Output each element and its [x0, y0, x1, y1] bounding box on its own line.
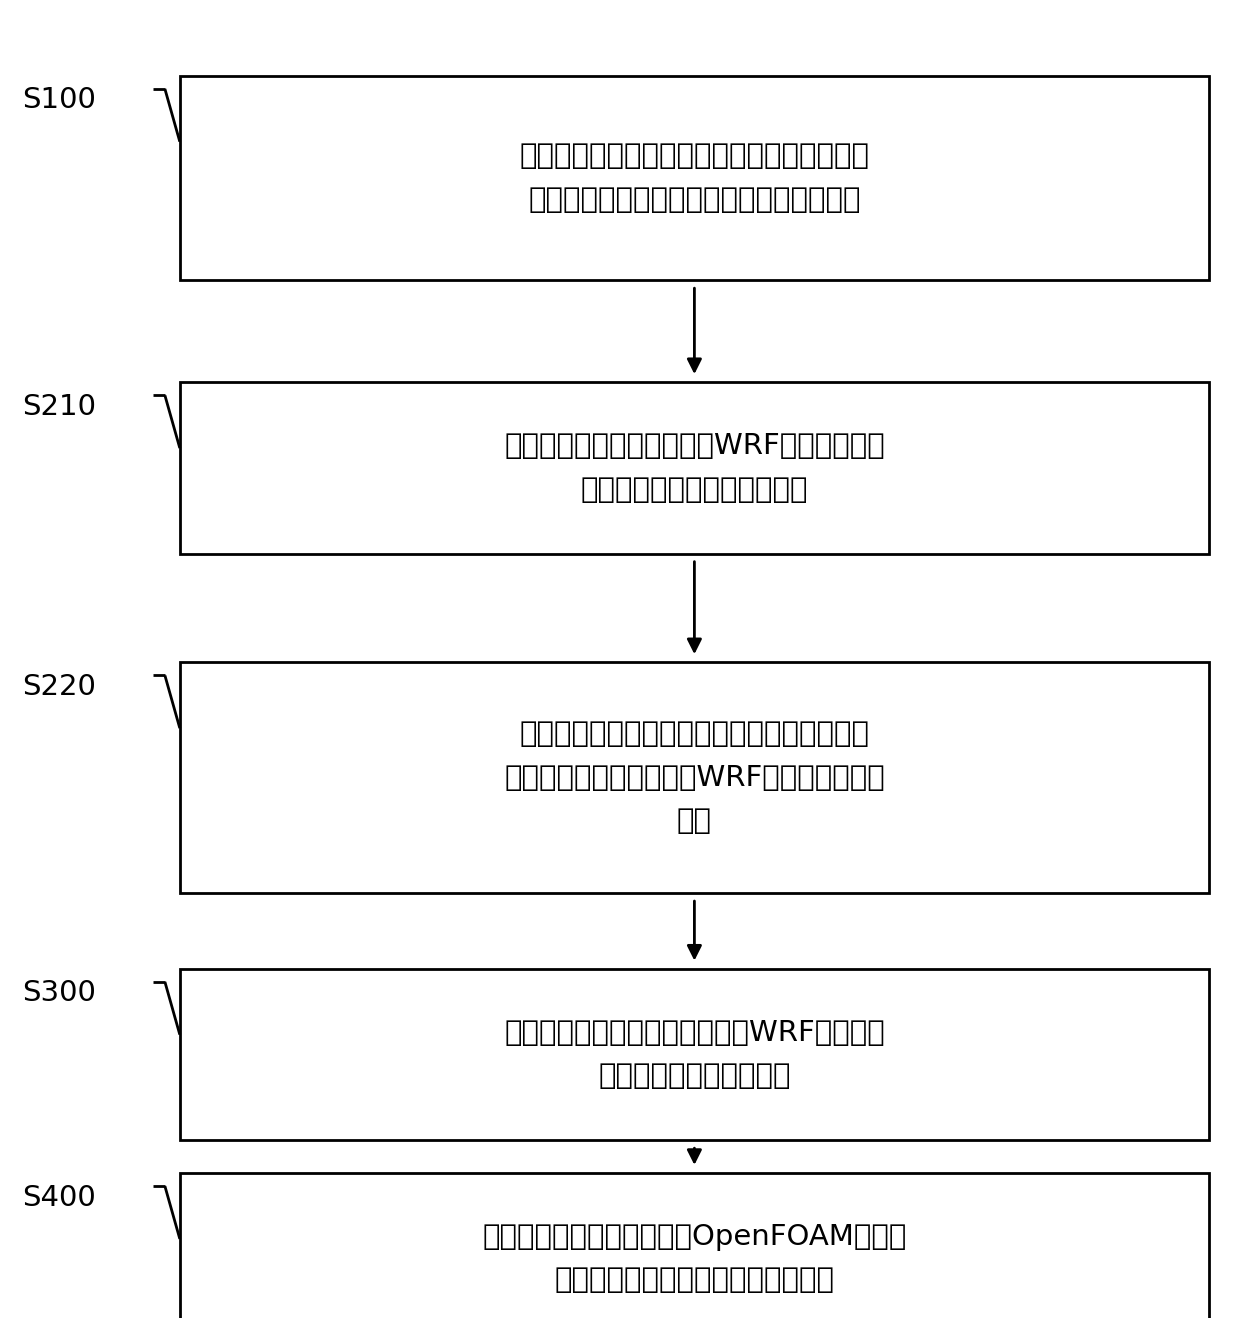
Text: 利用所述统计关系修正所述OpenFOAM微尺度
计算结果，得到风资源修正计算结果: 利用所述统计关系修正所述OpenFOAM微尺度 计算结果，得到风资源修正计算结果: [482, 1223, 906, 1294]
Bar: [180, 1173, 1209, 1318]
Text: S300: S300: [22, 979, 97, 1007]
Text: S400: S400: [22, 1184, 95, 1211]
Text: 根据所述中尺度模型，构建WRF中尺度模式的
所述目标区域中的公里级网格: 根据所述中尺度模型，构建WRF中尺度模式的 所述目标区域中的公里级网格: [503, 432, 885, 503]
Bar: [180, 663, 1209, 894]
Text: 获取目标区域的测风塔实测数据，并且获取与
所述目标区域对应的再分析数据作为背景场: 获取目标区域的测风塔实测数据，并且获取与 所述目标区域对应的再分析数据作为背景场: [520, 142, 869, 214]
Text: S210: S210: [22, 393, 97, 420]
Bar: [180, 382, 1209, 554]
Text: 根据所述测风塔实测数据和所述WRF中尺度气
象模式数据建立统计关系: 根据所述测风塔实测数据和所述WRF中尺度气 象模式数据建立统计关系: [503, 1019, 885, 1090]
Text: S100: S100: [22, 86, 97, 115]
Text: 基于所述背景场，针对所述目标区域计算所述
公里级网格的风速，得到WRF中尺度气象模式
数据: 基于所述背景场，针对所述目标区域计算所述 公里级网格的风速，得到WRF中尺度气象…: [503, 720, 885, 836]
Bar: [180, 969, 1209, 1140]
Bar: [180, 75, 1209, 281]
Text: S220: S220: [22, 672, 97, 701]
